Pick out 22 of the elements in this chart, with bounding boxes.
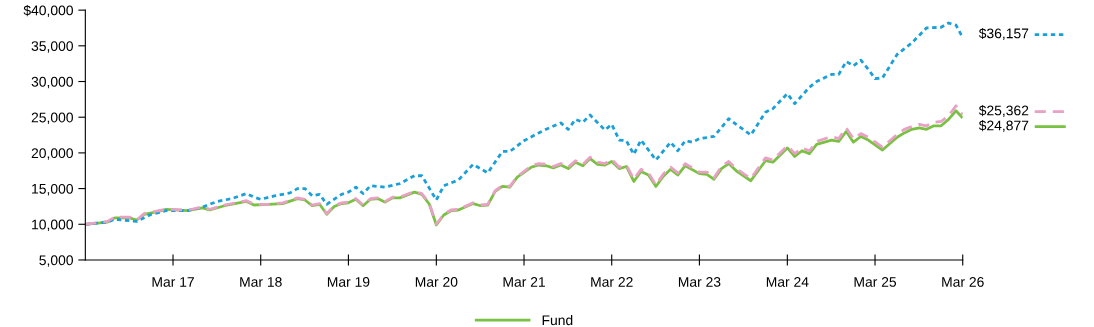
- annotation: $25,362: [978, 104, 1029, 117]
- x-tick-label: Mar 17: [152, 277, 194, 287]
- x-tick-label: Mar 19: [327, 277, 370, 287]
- x-tick-label: Mar 18: [240, 277, 282, 287]
- x-tick-label: Mar 21: [503, 277, 545, 287]
- y-tick-label: 10,000: [32, 219, 73, 232]
- x-tick-label: Mar 20: [415, 277, 458, 287]
- x-tick-label: Mar 22: [591, 277, 633, 287]
- annotation: $36,157: [978, 27, 1029, 40]
- y-tick-label: 25,000: [31, 112, 73, 125]
- y-tick-label: 5,000: [39, 255, 73, 267]
- x-tick-label: Mar 26: [942, 277, 984, 287]
- x-tick-label: Mar 25: [854, 277, 897, 287]
- y-tick-label: $40,000: [23, 4, 73, 17]
- x-tick-label: Mar 24: [766, 277, 809, 287]
- y-tick-label: 30,000: [31, 76, 73, 89]
- legend-label: Fund: [542, 314, 573, 326]
- x-tick-label: Mar 23: [678, 277, 721, 287]
- y-tick-label: 15,000: [32, 183, 73, 196]
- annotation: $24,877: [978, 119, 1029, 132]
- y-tick-label: 20,000: [31, 148, 73, 160]
- y-tick-label: 35,000: [31, 41, 73, 53]
